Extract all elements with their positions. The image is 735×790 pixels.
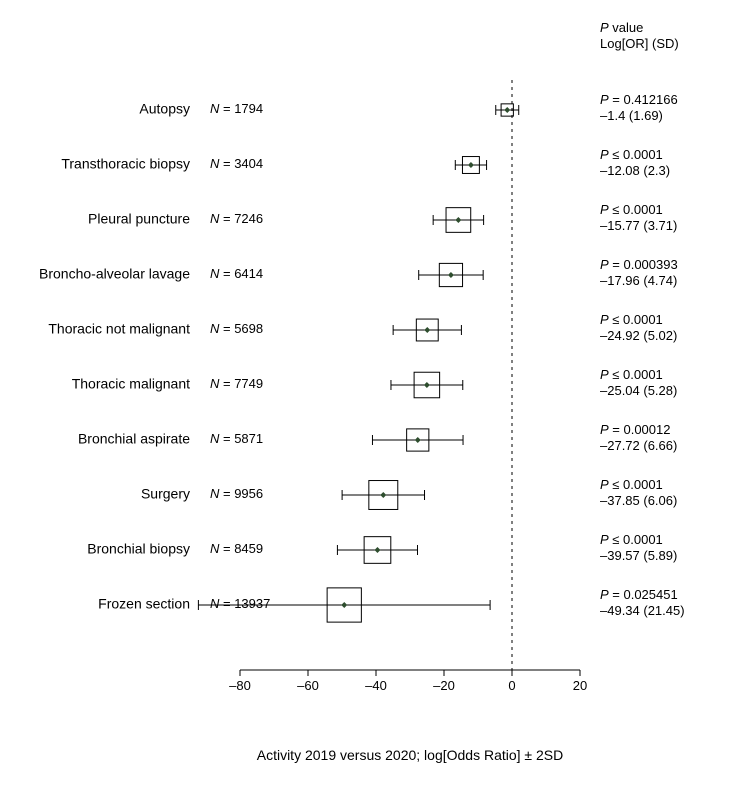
- point-marker: [415, 437, 421, 443]
- row-label: Thoracic malignant: [72, 376, 190, 392]
- n-label: N = 6414: [210, 266, 263, 281]
- point-marker: [448, 272, 454, 278]
- x-tick-label: –60: [297, 678, 319, 693]
- p-value: P = 0.000393: [600, 257, 678, 272]
- header-logor: Log[OR] (SD): [600, 36, 679, 51]
- logor-sd: –1.4 (1.69): [600, 108, 663, 123]
- x-tick-label: 0: [508, 678, 515, 693]
- n-label: N = 1794: [210, 101, 263, 116]
- logor-sd: –12.08 (2.3): [600, 163, 670, 178]
- p-value: P = 0.00012: [600, 422, 670, 437]
- point-marker: [380, 492, 386, 498]
- logor-sd: –25.04 (5.28): [600, 383, 677, 398]
- logor-sd: –39.57 (5.89): [600, 548, 677, 563]
- row-label: Bronchial biopsy: [87, 541, 190, 557]
- n-label: N = 8459: [210, 541, 263, 556]
- point-marker: [468, 162, 474, 168]
- p-value: P ≤ 0.0001: [600, 202, 663, 217]
- logor-sd: –27.72 (6.66): [600, 438, 677, 453]
- logor-sd: –24.92 (5.02): [600, 328, 677, 343]
- point-marker: [424, 382, 430, 388]
- x-tick-label: –80: [229, 678, 251, 693]
- x-tick-label: 20: [573, 678, 587, 693]
- row-label: Surgery: [141, 486, 190, 502]
- x-tick-label: –20: [433, 678, 455, 693]
- row-label: Broncho-alveolar lavage: [39, 266, 190, 282]
- n-label: N = 9956: [210, 486, 263, 501]
- logor-sd: –17.96 (4.74): [600, 273, 677, 288]
- n-label: N = 7246: [210, 211, 263, 226]
- point-marker: [341, 602, 347, 608]
- p-value: P ≤ 0.0001: [600, 147, 663, 162]
- point-marker: [504, 107, 510, 113]
- row-label: Pleural puncture: [88, 211, 190, 227]
- n-label: N = 5871: [210, 431, 263, 446]
- logor-sd: –37.85 (6.06): [600, 493, 677, 508]
- x-tick-label: –40: [365, 678, 387, 693]
- x-axis: –80 –60 –40 –20 0 20: [229, 670, 587, 693]
- forest-plot: P valueLog[OR] (SD) Autopsy N = 1794 P = 0.…: [0, 0, 735, 790]
- p-value: P ≤ 0.0001: [600, 532, 663, 547]
- p-value: P = 0.412166: [600, 92, 678, 107]
- p-value: P ≤ 0.0001: [600, 312, 663, 327]
- x-axis-title: Activity 2019 versus 2020; log[Odds Rati…: [257, 747, 564, 763]
- n-label: N = 7749: [210, 376, 263, 391]
- p-value: P = 0.025451: [600, 587, 678, 602]
- row-label: Autopsy: [139, 101, 190, 117]
- logor-sd: –49.34 (21.45): [600, 603, 685, 618]
- logor-sd: –15.77 (3.71): [600, 218, 677, 233]
- row-label: Bronchial aspirate: [78, 431, 190, 447]
- n-label: N = 5698: [210, 321, 263, 336]
- point-marker: [374, 547, 380, 553]
- p-value: P ≤ 0.0001: [600, 367, 663, 382]
- point-marker: [424, 327, 430, 333]
- point-marker: [455, 217, 461, 223]
- p-value: P ≤ 0.0001: [600, 477, 663, 492]
- header-pvalue: P value: [600, 20, 643, 35]
- row-label: Frozen section: [98, 596, 190, 612]
- n-label: N = 3404: [210, 156, 263, 171]
- n-label: N = 13937: [210, 596, 270, 611]
- row-label: Transthoracic biopsy: [61, 156, 190, 172]
- row-label: Thoracic not malignant: [48, 321, 190, 337]
